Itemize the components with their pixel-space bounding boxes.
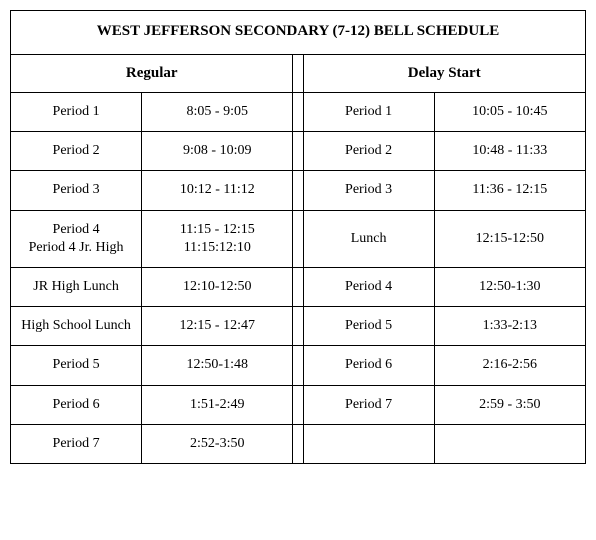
period-time: 12:15 - 12:47 — [142, 307, 293, 346]
column-gap — [293, 424, 303, 463]
period-time: 2:16-2:56 — [434, 346, 585, 385]
table-row: Period 2 9:08 - 10:09 Period 2 10:48 - 1… — [11, 132, 586, 171]
column-gap — [293, 385, 303, 424]
table-row: Period 3 10:12 - 11:12 Period 3 11:36 - … — [11, 171, 586, 210]
period-time — [434, 424, 585, 463]
column-gap — [293, 55, 303, 93]
table-row: Period 4Period 4 Jr. High 11:15 - 12:151… — [11, 210, 586, 267]
column-gap — [293, 93, 303, 132]
period-label: Period 2 — [303, 132, 434, 171]
period-time: 12:50-1:48 — [142, 346, 293, 385]
period-label: Period 7 — [11, 424, 142, 463]
period-label: High School Lunch — [11, 307, 142, 346]
regular-heading: Regular — [11, 55, 293, 93]
column-gap — [293, 267, 303, 306]
table-row: High School Lunch 12:15 - 12:47 Period 5… — [11, 307, 586, 346]
period-label: Period 3 — [303, 171, 434, 210]
column-gap — [293, 171, 303, 210]
table-row: Period 5 12:50-1:48 Period 6 2:16-2:56 — [11, 346, 586, 385]
period-label — [303, 424, 434, 463]
period-time: 10:05 - 10:45 — [434, 93, 585, 132]
column-gap — [293, 307, 303, 346]
period-label: Period 4Period 4 Jr. High — [11, 210, 142, 267]
period-time: 1:51-2:49 — [142, 385, 293, 424]
period-label: Period 3 — [11, 171, 142, 210]
period-time: 12:50-1:30 — [434, 267, 585, 306]
table-row: Period 7 2:52-3:50 — [11, 424, 586, 463]
table-row: JR High Lunch 12:10-12:50 Period 4 12:50… — [11, 267, 586, 306]
table-row: Period 1 8:05 - 9:05 Period 1 10:05 - 10… — [11, 93, 586, 132]
title-row: WEST JEFFERSON SECONDARY (7-12) BELL SCH… — [11, 11, 586, 55]
period-time: 1:33-2:13 — [434, 307, 585, 346]
period-time: 2:59 - 3:50 — [434, 385, 585, 424]
period-time: 10:48 - 11:33 — [434, 132, 585, 171]
period-label: Period 1 — [303, 93, 434, 132]
column-gap — [293, 346, 303, 385]
period-label: Period 5 — [303, 307, 434, 346]
period-label: Period 1 — [11, 93, 142, 132]
period-label: Lunch — [303, 210, 434, 267]
period-label: Period 6 — [303, 346, 434, 385]
subheading-row: Regular Delay Start — [11, 55, 586, 93]
bell-schedule-table: WEST JEFFERSON SECONDARY (7-12) BELL SCH… — [10, 10, 586, 464]
page-title: WEST JEFFERSON SECONDARY (7-12) BELL SCH… — [11, 11, 586, 55]
period-label: Period 4 — [303, 267, 434, 306]
period-label: Period 6 — [11, 385, 142, 424]
period-label: Period 5 — [11, 346, 142, 385]
period-time: 9:08 - 10:09 — [142, 132, 293, 171]
period-label: JR High Lunch — [11, 267, 142, 306]
period-label: Period 2 — [11, 132, 142, 171]
period-time: 11:36 - 12:15 — [434, 171, 585, 210]
period-time: 11:15 - 12:1511:15:12:10 — [142, 210, 293, 267]
period-time: 12:10-12:50 — [142, 267, 293, 306]
period-time: 8:05 - 9:05 — [142, 93, 293, 132]
table-row: Period 6 1:51-2:49 Period 7 2:59 - 3:50 — [11, 385, 586, 424]
column-gap — [293, 210, 303, 267]
delay-heading: Delay Start — [303, 55, 585, 93]
column-gap — [293, 132, 303, 171]
period-time: 2:52-3:50 — [142, 424, 293, 463]
period-time: 12:15-12:50 — [434, 210, 585, 267]
period-time: 10:12 - 11:12 — [142, 171, 293, 210]
period-label: Period 7 — [303, 385, 434, 424]
